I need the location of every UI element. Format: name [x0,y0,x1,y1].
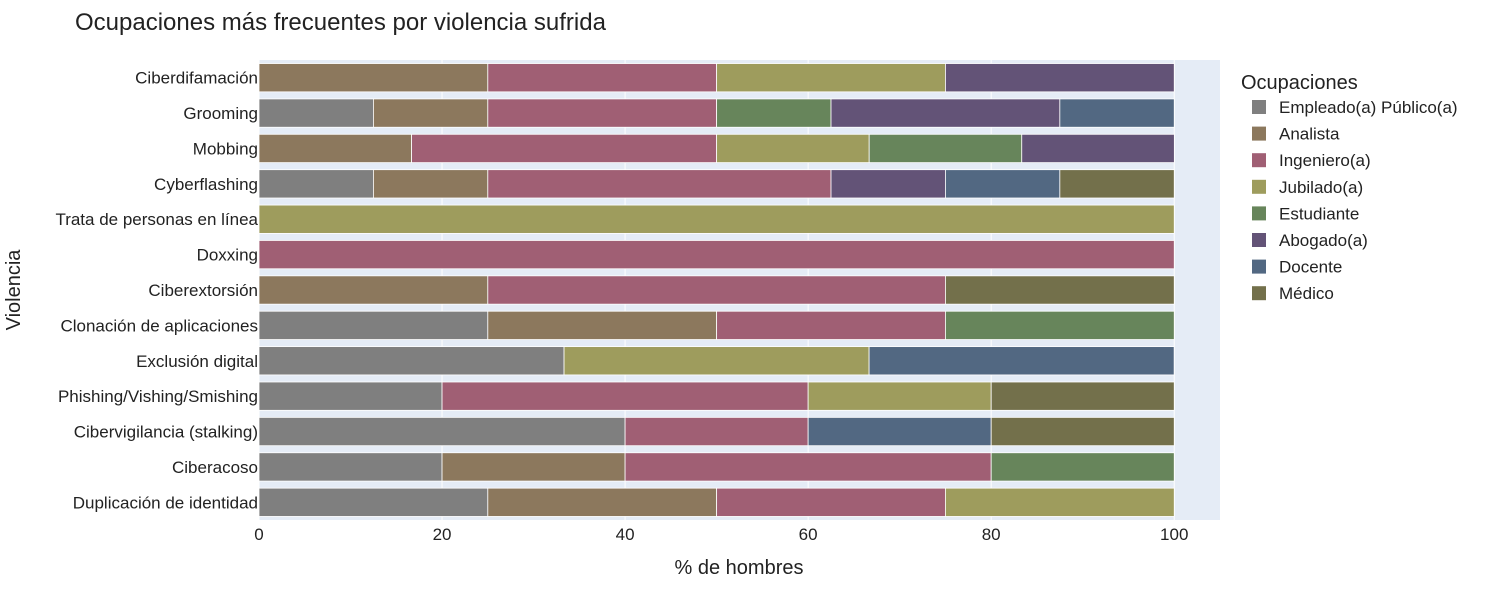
y-tick-label: Exclusión digital [136,352,258,371]
y-tick-label: Cibervigilancia (stalking) [74,423,258,442]
bar-segment [990,452,1175,482]
bar-segment [373,169,489,199]
bar-segment [258,240,1175,270]
bar-segment [258,416,626,447]
y-tick-label: Duplicación de identidad [73,493,258,512]
legend-label: Jubilado(a) [1279,178,1363,197]
legend-label: Ingeniero(a) [1279,151,1371,170]
bar-segment [563,346,870,376]
x-tick-label: 40 [616,525,635,544]
bar-segment [487,487,718,517]
bar-segment [258,381,443,411]
bar-segment [945,275,1175,305]
y-tick-label: Clonación de aplicaciones [60,316,258,335]
bar-segment [1021,133,1175,164]
legend-swatch [1252,153,1266,168]
bar-segment [373,98,489,128]
x-axis-ticks: 0 20 40 60 80 100 [254,525,1188,544]
y-tick-label: Mobbing [193,139,258,158]
legend-label: Abogado(a) [1279,231,1368,250]
legend-items: Empleado(a) Público(a) Analista Ingeniero(… [1252,98,1458,303]
bar-segment [487,63,718,93]
bar-segment [258,63,489,93]
x-tick-label: 20 [433,525,452,544]
legend-label: Docente [1279,258,1342,277]
legend-swatch [1252,100,1266,114]
y-tick-label: Cyberflashing [154,175,258,194]
bar-segment [716,133,870,164]
bar-segment [258,204,1175,234]
bar-segment [487,98,718,128]
bar-segment [990,381,1175,411]
legend-title: Ocupaciones [1241,72,1358,94]
bar-segment [945,63,1175,93]
bar-segment [1059,169,1175,199]
y-tick-label: Phishing/Vishing/Smishing [58,387,258,406]
legend-swatch [1252,233,1266,247]
y-axis-ticks: Ciberdifamación Grooming Mobbing Cyberflash… [55,69,258,513]
bar-segment [945,169,1061,199]
bar-segment [716,487,946,517]
y-tick-label: Ciberacoso [172,458,258,477]
legend-label: Empleado(a) Público(a) [1279,98,1458,117]
y-tick-label: Grooming [183,104,258,123]
legend-swatch [1252,126,1266,141]
chart-title: Ocupaciones más frecuentes por violencia… [75,9,607,36]
x-tick-label: 80 [982,525,1001,544]
bar-segment [487,310,718,340]
bar-segment [441,381,809,411]
y-axis-title: Violencia [3,249,25,331]
x-tick-label: 60 [799,525,818,544]
bar-segment [830,169,946,199]
bar-segment [258,169,374,199]
legend-label: Médico [1279,284,1334,303]
bar-segment [487,275,946,305]
bar-segment [258,133,412,164]
y-tick-label: Trata de personas en línea [55,210,258,229]
bar-segment [624,452,992,482]
bar-segment [945,487,1175,517]
bar-segment [258,487,489,517]
bar-segment [1059,98,1175,128]
bar-segment [807,416,992,447]
bar-segment [441,452,626,482]
bar-segment [258,310,489,340]
legend-swatch [1252,179,1266,194]
bar-segment [716,98,832,128]
x-axis-title: % de hombres [675,557,804,579]
bar-segment [258,346,565,376]
bars-layer [258,63,1175,517]
bar-segment [807,381,992,411]
legend-swatch [1252,206,1266,221]
legend-swatch [1252,286,1266,301]
bar-segment [258,98,374,128]
bar-segment [830,98,1061,128]
bar-segment [258,275,489,305]
legend-label: Estudiante [1279,204,1359,223]
bar-segment [868,133,1023,164]
bar-segment [716,310,946,340]
y-tick-label: Doxxing [197,246,258,265]
legend: Ocupaciones Empleado(a) Público(a) Analis… [1241,72,1458,303]
bar-segment [487,169,832,199]
bar-segment [868,346,1175,376]
x-tick-label: 0 [254,525,263,544]
bar-segment [258,452,443,482]
y-tick-label: Ciberdifamación [135,69,258,88]
bar-segment [945,310,1175,340]
x-tick-label: 100 [1160,525,1188,544]
bar-segment [411,133,718,164]
bar-segment [990,416,1175,447]
bar-segment [716,63,946,93]
legend-label: Analista [1279,125,1340,144]
bar-segment [624,416,809,447]
y-tick-label: Ciberextorsión [148,281,258,300]
legend-swatch [1252,259,1266,274]
